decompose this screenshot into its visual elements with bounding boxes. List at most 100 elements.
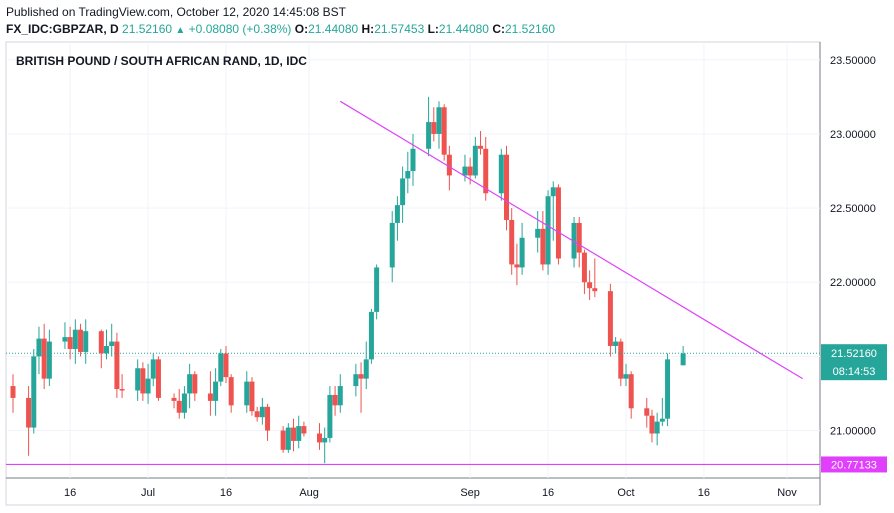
candle-body (337, 386, 343, 406)
candle (374, 264, 380, 320)
candle-body (31, 356, 37, 428)
candle (410, 133, 416, 186)
support-price-value: 20.77133 (831, 459, 877, 471)
candle (41, 323, 47, 390)
candle (145, 363, 151, 404)
candle (187, 363, 193, 409)
candle (244, 371, 250, 413)
chart-title: BRITISH POUND / SOUTH AFRICAN RAND, 1D, … (16, 54, 307, 68)
candle-body (145, 378, 151, 394)
candle-body (644, 408, 650, 416)
candle-body (498, 154, 504, 194)
candle (389, 211, 395, 283)
low-value: 21.44080 (438, 22, 489, 36)
candle (249, 377, 255, 416)
candle-body (218, 353, 224, 382)
candle-body (26, 397, 32, 428)
candle-body (436, 107, 442, 134)
candle-body (72, 329, 78, 349)
candle (265, 403, 271, 441)
candle-body (187, 374, 193, 394)
candle-body (358, 374, 364, 379)
candle-body (280, 430, 286, 450)
candle (280, 426, 286, 453)
candle (327, 386, 333, 443)
last-price: 21.52160 (122, 22, 173, 36)
candle (623, 363, 629, 387)
candle-body (550, 187, 556, 197)
candle (467, 157, 473, 185)
candle (400, 166, 406, 223)
candle-body (555, 187, 561, 259)
candle-body (665, 359, 671, 419)
candle (550, 181, 556, 241)
open-label: O: (294, 22, 309, 36)
candle-body (623, 374, 629, 379)
candle (218, 348, 224, 387)
candle-body (78, 329, 84, 352)
up-arrow-icon: ▲ (175, 25, 186, 36)
candle-body (41, 338, 47, 379)
candle (285, 423, 291, 453)
time-tick-label: Jul (141, 487, 155, 499)
candle (644, 397, 650, 428)
current-price-tag (821, 344, 887, 381)
price-tick-label: 23.50000 (830, 55, 876, 67)
candle-body (462, 166, 468, 176)
candle-body (472, 145, 478, 176)
candle-body (680, 353, 686, 366)
candle (483, 136, 489, 201)
candle-body (353, 374, 359, 387)
candle-body (36, 338, 42, 357)
candle-body (83, 331, 89, 352)
candle-body (119, 389, 125, 391)
candle-body (176, 400, 182, 413)
candle-body (509, 219, 515, 265)
candle-body (150, 359, 156, 379)
symbol-ohlc-line: FX_IDC:GBPZAR, D 21.52160 ▲ +0.08080 (+0… (6, 22, 555, 36)
candle-body (98, 331, 104, 354)
candle (519, 222, 525, 275)
candle (540, 211, 546, 271)
drawings (6, 100, 820, 466)
chart-pane-border (5, 41, 821, 506)
time-tick-label: 16 (220, 487, 232, 499)
candle-body (265, 406, 271, 431)
price-tick-label: 22.00000 (830, 277, 876, 289)
candle (259, 397, 265, 425)
candle-body (659, 418, 665, 422)
candle (10, 374, 16, 413)
candle (555, 184, 561, 265)
candle (472, 136, 478, 179)
candle-body (405, 171, 411, 179)
candle (613, 337, 619, 354)
candle-body (654, 421, 660, 434)
candle-body (374, 267, 380, 312)
candle-body (431, 122, 437, 134)
time-tick-label: 16 (698, 487, 710, 499)
candle (171, 393, 177, 409)
candle-body (223, 353, 229, 378)
candle-body (171, 397, 177, 401)
candle (509, 208, 515, 275)
candle (62, 322, 68, 349)
candle-body (285, 427, 291, 450)
candle (26, 386, 32, 456)
high-value: 21.57453 (374, 22, 425, 36)
candle (363, 341, 369, 390)
candle-body (607, 291, 613, 347)
candle-body (483, 148, 489, 194)
candle (368, 308, 374, 364)
candle (514, 243, 520, 286)
candle (436, 101, 442, 149)
candle-body (291, 427, 297, 441)
candle (228, 374, 234, 413)
time-tick-label: Oct (617, 487, 634, 499)
candle (665, 353, 671, 427)
candle (291, 418, 297, 452)
candle-body (316, 433, 322, 443)
candle (114, 332, 120, 398)
candle (67, 326, 73, 360)
candle (109, 323, 115, 357)
